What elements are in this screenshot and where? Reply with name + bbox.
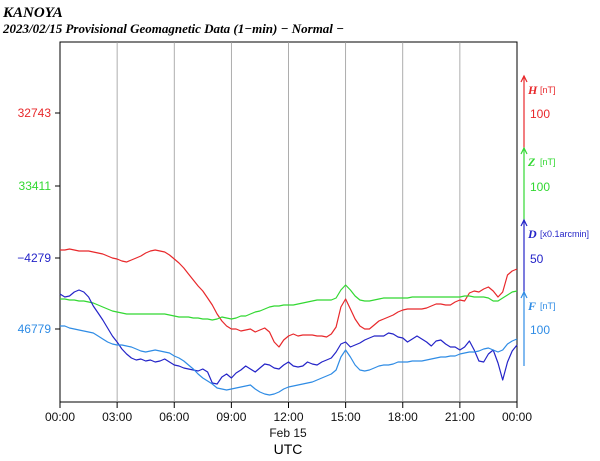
channel-name-D: D	[527, 227, 537, 241]
channel-unit-H: [nT]	[540, 85, 556, 95]
scale-label-D: 50	[530, 252, 544, 266]
x-tick-label: 06:00	[159, 410, 189, 424]
scale-arrow-F	[520, 290, 528, 299]
series-layer	[59, 248, 518, 396]
scale-arrow-D	[520, 218, 528, 227]
channel-name-F: F	[527, 299, 536, 313]
scale-label-Z: 100	[530, 180, 550, 194]
x-date-label: Feb 15	[269, 426, 307, 440]
chart-subtitle: 2023/02/15 Provisional Geomagnetic Data …	[2, 21, 344, 36]
series-line-F	[60, 325, 518, 396]
channel-name-Z: Z	[527, 155, 536, 169]
x-tick-label: 00:00	[45, 410, 75, 424]
x-tick-label: 15:00	[331, 410, 361, 424]
x-tick-label: 00:00	[502, 410, 532, 424]
scale-label-H: 100	[530, 107, 550, 121]
series-line-H	[60, 248, 518, 348]
series-line-D	[59, 289, 518, 385]
channel-unit-Z: [nT]	[540, 157, 556, 167]
base-label-D: −4279	[17, 251, 51, 265]
x-axis-ticks: 00:00 03:00 06:00 09:00 12:00 15:00 18:00 21:00…	[45, 402, 532, 424]
channel-name-H: H	[527, 83, 538, 97]
x-tick-label: 12:00	[273, 410, 303, 424]
channel-unit-F: [nT]	[540, 301, 556, 311]
x-tick-label: 03:00	[102, 410, 132, 424]
station-title: KANOYA	[2, 5, 63, 21]
base-label-H: 32743	[18, 106, 52, 120]
channel-unit-D: [x0.1arcmin]	[540, 229, 589, 239]
scale-arrow-H	[520, 74, 528, 83]
x-tick-label: 18:00	[388, 410, 418, 424]
scale-label-F: 100	[530, 323, 550, 337]
scale-arrow-Z	[520, 146, 528, 155]
x-tick-label: 09:00	[216, 410, 246, 424]
base-label-Z: 33411	[19, 179, 52, 193]
base-label-F: 46779	[18, 322, 52, 336]
left-base-labels: 32743 33411 −4279 46779	[17, 106, 60, 336]
series-line-Z	[60, 284, 518, 321]
x-tick-label: 21:00	[445, 410, 475, 424]
x-axis-label: UTC	[274, 441, 303, 457]
